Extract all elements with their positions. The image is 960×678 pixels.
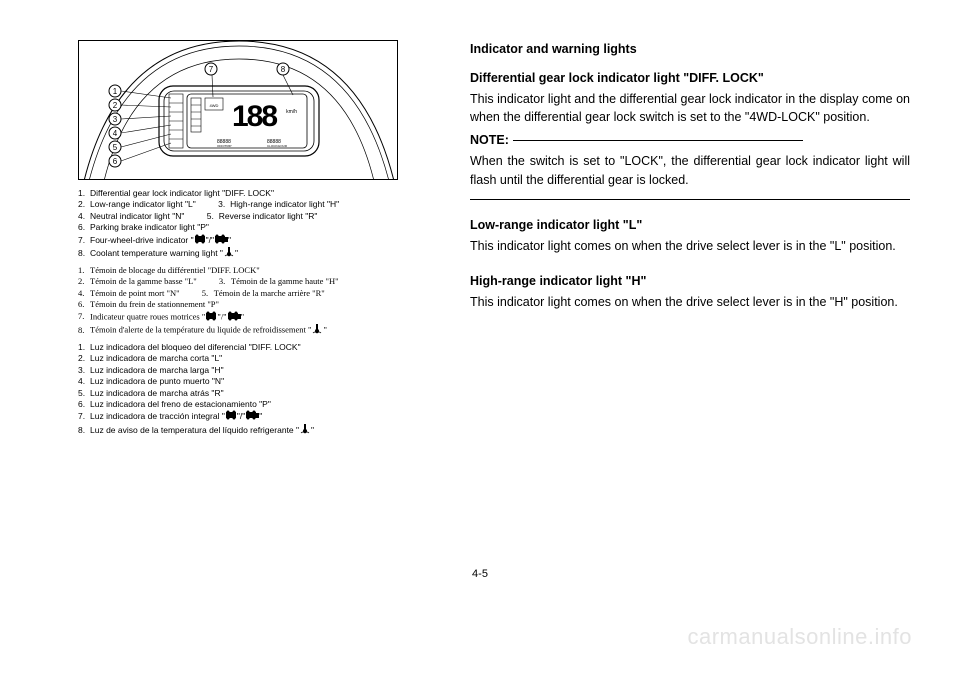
svg-text:8: 8	[281, 65, 286, 74]
svg-text:4: 4	[113, 129, 118, 138]
legend-text: Indicateur quatre roues motrices "	[90, 311, 205, 321]
legend-text: Neutral indicator light "N"	[90, 211, 184, 221]
note-end-rule	[470, 199, 910, 200]
svg-text:3: 3	[113, 115, 118, 124]
svg-text:7: 7	[209, 65, 214, 74]
legend-text: Luz de aviso de la temperatura del líqui…	[90, 425, 299, 435]
legend-text: Témoin d'alerte de la température du liq…	[90, 325, 311, 335]
note-label: NOTE:	[470, 133, 509, 147]
svg-text:2: 2	[113, 101, 118, 110]
legend-text: Luz indicadora de marcha corta "L"	[90, 353, 222, 363]
page-number: 4-5	[472, 568, 488, 580]
low-range-body: This indicator light comes on when the d…	[470, 237, 910, 256]
right-column: Indicator and warning lights Differentia…	[470, 40, 910, 441]
temp-icon	[311, 324, 323, 337]
high-range-heading: High-range indicator light "H"	[470, 272, 910, 291]
legend-text: Témoin de point mort "N"	[90, 288, 180, 298]
legend-text: Coolant temperature warning light "	[90, 248, 223, 258]
svg-text:CLOCK/HOUR: CLOCK/HOUR	[267, 144, 288, 148]
svg-text:188: 188	[232, 100, 277, 133]
legend-text: Luz indicadora de marcha atrás "R"	[90, 388, 224, 398]
legend-text: Luz indicadora del bloqueo del diferenci…	[90, 342, 301, 352]
legend-text: Témoin de blocage du différentiel "DIFF.…	[90, 265, 260, 275]
diff-lock-heading: Differential gear lock indicator light "…	[470, 69, 910, 88]
legend-french: 1.Témoin de blocage du différentiel "DIF…	[78, 265, 430, 338]
legend-english: 1.Differential gear lock indicator light…	[78, 188, 430, 261]
legend-text: Témoin de la gamme basse "L"	[90, 276, 197, 286]
note-rule	[513, 140, 803, 141]
legend-text: Luz indicadora de marcha larga "H"	[90, 365, 224, 375]
legend-text: Témoin de la marche arrière "R"	[214, 288, 325, 298]
legend-text: Témoin du frein de stationnement "P"	[90, 299, 219, 309]
section-title: Indicator and warning lights	[470, 40, 910, 59]
svg-text:1: 1	[113, 87, 118, 96]
fwd-icon	[194, 234, 206, 247]
legend-text: Parking brake indicator light "P"	[90, 222, 209, 232]
diff-lock-body: This indicator light and the differentia…	[470, 90, 910, 128]
fwd-lock-icon	[227, 311, 241, 324]
fwd-lock-icon	[214, 234, 228, 247]
svg-text:6: 6	[113, 157, 118, 166]
legend-text: Témoin de la gamme haute "H"	[231, 276, 339, 286]
legend-text: Reverse indicator light "R"	[219, 211, 318, 221]
legend-text: Luz indicadora de punto muerto "N"	[90, 376, 224, 386]
note-body: When the switch is set to "LOCK", the di…	[470, 152, 910, 190]
high-range-body: This indicator light comes on when the d…	[470, 293, 910, 312]
fwd-icon	[205, 311, 217, 324]
svg-text:5: 5	[113, 143, 118, 152]
svg-text:4WD: 4WD	[210, 103, 219, 108]
svg-text:km/h: km/h	[286, 109, 297, 115]
legend-text: Four-wheel-drive indicator "	[90, 235, 194, 245]
watermark: carmanualsonline.info	[687, 624, 912, 650]
left-column: 4WD 188 km/h 88888 88888 ODO/TRIP CLOCK/…	[50, 40, 430, 441]
temp-icon	[223, 247, 235, 260]
legend-text: Low-range indicator light "L"	[90, 199, 196, 209]
fwd-lock-icon	[245, 410, 259, 423]
legend-text: High-range indicator light "H"	[230, 199, 339, 209]
fwd-icon	[225, 410, 237, 423]
low-range-heading: Low-range indicator light "L"	[470, 216, 910, 235]
legend-text: Luz indicadora de tracción integral "	[90, 411, 225, 421]
legend-text: Differential gear lock indicator light "…	[90, 188, 274, 198]
temp-icon	[299, 424, 311, 437]
instrument-panel-svg: 4WD 188 km/h 88888 88888 ODO/TRIP CLOCK/…	[79, 41, 398, 180]
instrument-panel-figure: 4WD 188 km/h 88888 88888 ODO/TRIP CLOCK/…	[78, 40, 398, 180]
svg-text:ODO/TRIP: ODO/TRIP	[217, 144, 232, 148]
legend-spanish: 1.Luz indicadora del bloqueo del diferen…	[78, 342, 430, 438]
legend-text: Luz indicadora del freno de estacionamie…	[90, 399, 271, 409]
